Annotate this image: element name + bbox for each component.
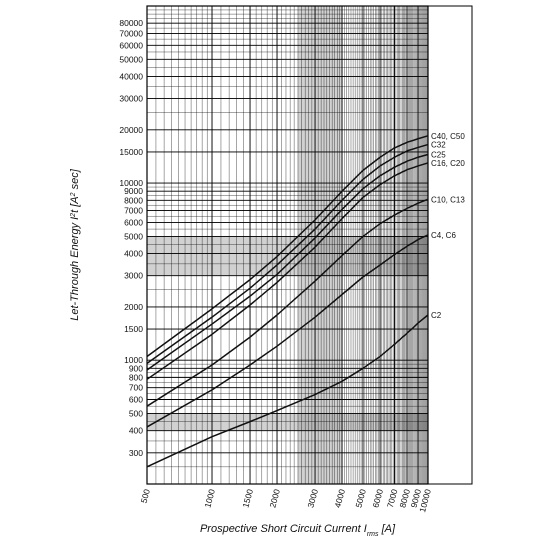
shaded-band-x (297, 6, 343, 484)
curve-line (146, 153, 429, 371)
y-tick-label: 300 (129, 448, 143, 458)
y-tick-label: 400 (129, 426, 143, 436)
y-tick-label: 4000 (124, 249, 143, 259)
x-tick-label: 2000 (267, 488, 282, 509)
curve-line (146, 314, 429, 468)
y-tick-label: 10000 (119, 178, 143, 188)
y-tick-label: 2000 (124, 302, 143, 312)
curve-label: C4, C6 (431, 231, 456, 240)
curve-line (146, 135, 429, 358)
curve-label: C16, C20 (431, 159, 465, 168)
curve-label: C25 (431, 151, 446, 160)
curve-label: C10, C13 (431, 195, 465, 204)
y-tick-label: 900 (129, 363, 143, 373)
x-tick-label: 8000 (397, 488, 412, 509)
curves (146, 5, 473, 485)
shaded-band-y (147, 413, 428, 431)
y-tick-label: 6000 (124, 217, 143, 227)
x-tick-label: 9000 (408, 488, 423, 509)
y-tick-label: 1000 (124, 355, 143, 365)
x-tick-label: 7000 (385, 488, 400, 509)
y-tick-label: 700 (129, 383, 143, 393)
y-tick-label: 500 (129, 409, 143, 419)
shaded-bands (147, 6, 428, 484)
y-tick-label: 600 (129, 394, 143, 404)
y-tick-label: 8000 (124, 195, 143, 205)
y-tick-label: 15000 (119, 147, 143, 157)
curve-line (146, 234, 429, 428)
y-tick-label: 20000 (119, 125, 143, 135)
x-tick-labels: 500 1000 1500 2000 3000 4000 5000 6000 700080009… (139, 488, 433, 514)
y-tick-label: 50000 (119, 54, 143, 64)
x-axis-title: Prospective Short Circuit Current Irms [… (200, 523, 396, 538)
x-tick-label: 6000 (370, 488, 385, 509)
y-tick-label: 40000 (119, 71, 143, 81)
x-tick-label: 3000 (305, 488, 320, 509)
curve-line (146, 143, 429, 364)
y-tick-label: 1500 (124, 324, 143, 334)
y-tick-label: 800 (129, 372, 143, 382)
y-tick-label: 70000 (119, 28, 143, 38)
curve-line (146, 198, 429, 407)
x-tick-label: 4000 (332, 488, 347, 509)
y-tick-label: 3000 (124, 271, 143, 281)
y-tick-label: 60000 (119, 40, 143, 50)
y-tick-label: 9000 (124, 186, 143, 196)
x-tick-label: 1000 (202, 488, 217, 509)
curve-label: C32 (431, 141, 446, 150)
right-panel (427, 5, 473, 485)
x-tick-label: 1500 (240, 488, 255, 509)
y-axis-title: Let-Through Energy I2t [A2 sec] (69, 168, 81, 320)
y-tick-label: 5000 (124, 231, 143, 241)
curve-label: C2 (431, 311, 442, 320)
curve-label: C40, C50 (431, 132, 465, 141)
y-tick-label: 80000 (119, 18, 143, 28)
y-tick-label: 30000 (119, 94, 143, 104)
major-grid (146, 6, 429, 484)
x-tick-label: 500 (139, 488, 152, 505)
x-tick-label: 5000 (353, 488, 368, 509)
y-tick-label: 7000 (124, 206, 143, 216)
curve-line (146, 162, 429, 380)
